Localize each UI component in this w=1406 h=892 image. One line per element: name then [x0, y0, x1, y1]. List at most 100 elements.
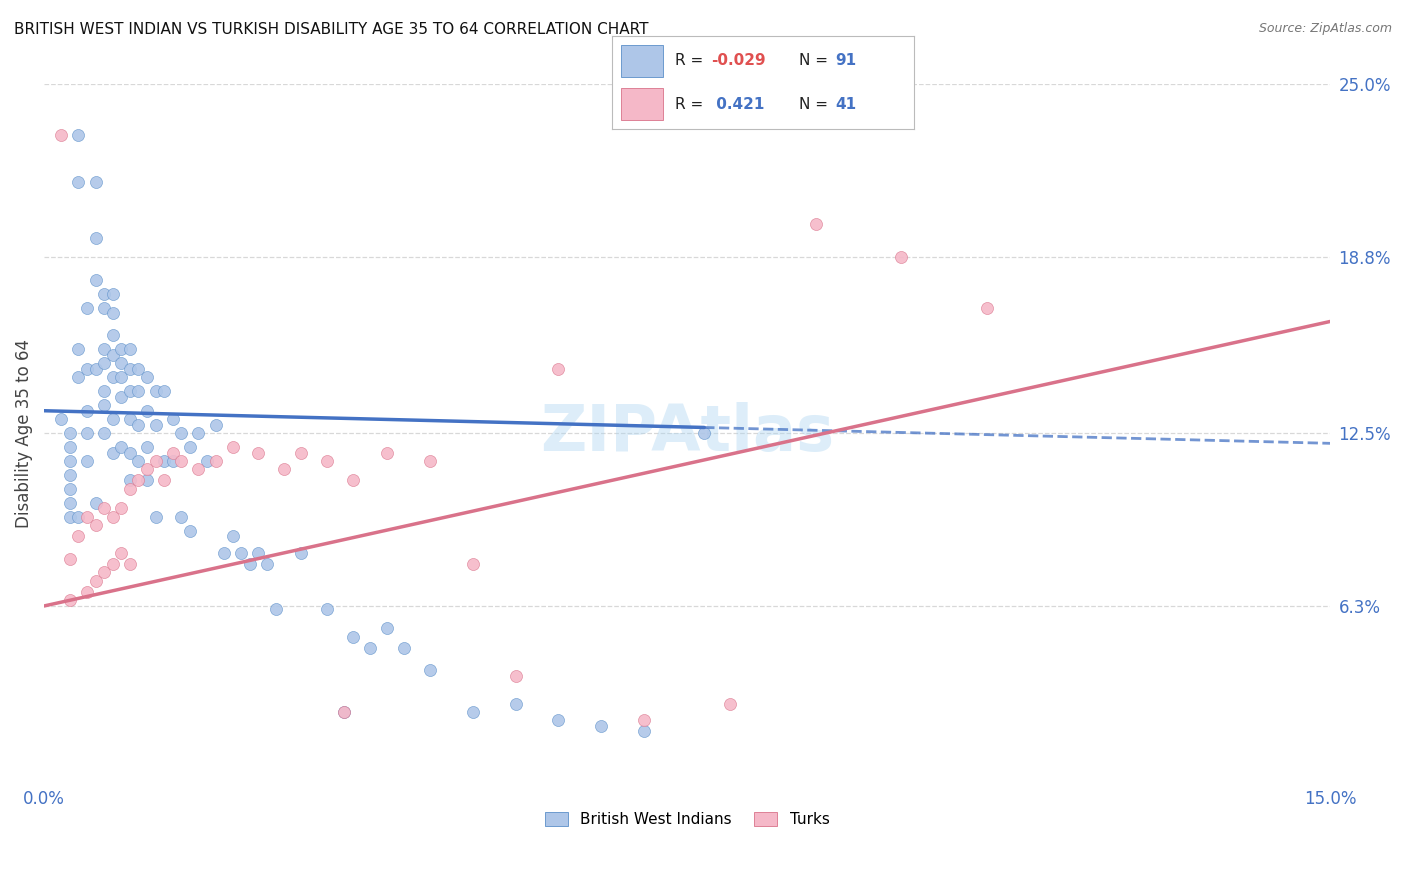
Point	[93, 398, 115, 412]
Point	[145, 384, 167, 399]
Point	[162, 412, 184, 426]
Point	[59, 593, 82, 607]
Point	[591, 719, 613, 733]
Point	[222, 529, 245, 543]
Point	[59, 467, 82, 482]
Point	[976, 301, 998, 315]
Point	[110, 343, 132, 357]
Point	[342, 474, 364, 488]
Point	[67, 175, 90, 189]
Point	[93, 566, 115, 580]
Point	[93, 301, 115, 315]
Point	[101, 412, 124, 426]
Point	[118, 362, 141, 376]
Point	[118, 445, 141, 459]
Point	[101, 370, 124, 384]
Point	[118, 482, 141, 496]
Bar	[620, 88, 664, 120]
Point	[804, 217, 827, 231]
Point	[136, 403, 159, 417]
Point	[110, 390, 132, 404]
Point	[127, 474, 149, 488]
Point	[110, 356, 132, 370]
Point	[239, 557, 262, 571]
Text: 41: 41	[835, 96, 856, 112]
Point	[153, 474, 176, 488]
Point	[101, 509, 124, 524]
Point	[67, 370, 90, 384]
Point	[170, 454, 193, 468]
Point	[59, 551, 82, 566]
Point	[59, 454, 82, 468]
Text: 91: 91	[835, 54, 856, 69]
Point	[170, 425, 193, 440]
Point	[118, 412, 141, 426]
Point	[93, 343, 115, 357]
Point	[136, 474, 159, 488]
Point	[153, 384, 176, 399]
Point	[342, 630, 364, 644]
Point	[101, 557, 124, 571]
Point	[93, 356, 115, 370]
Point	[84, 496, 107, 510]
Point	[505, 668, 527, 682]
Point	[187, 425, 209, 440]
Point	[633, 714, 655, 728]
Point	[136, 370, 159, 384]
Point	[93, 384, 115, 399]
Point	[547, 714, 569, 728]
Text: 0.421: 0.421	[711, 96, 765, 112]
Point	[392, 640, 415, 655]
Point	[375, 621, 398, 635]
Point	[547, 362, 569, 376]
Point	[76, 509, 98, 524]
Point	[170, 509, 193, 524]
Y-axis label: Disability Age 35 to 64: Disability Age 35 to 64	[15, 339, 32, 527]
Point	[153, 454, 176, 468]
Point	[179, 524, 201, 538]
Point	[76, 454, 98, 468]
Point	[375, 445, 398, 459]
Point	[118, 343, 141, 357]
Point	[67, 343, 90, 357]
Point	[256, 557, 278, 571]
Point	[76, 585, 98, 599]
Point	[84, 231, 107, 245]
Point	[718, 697, 741, 711]
Point	[118, 384, 141, 399]
Point	[84, 518, 107, 533]
Point	[693, 425, 716, 440]
Point	[461, 705, 484, 719]
Point	[222, 440, 245, 454]
Text: N =: N =	[799, 54, 832, 69]
Point	[419, 663, 441, 677]
Point	[162, 445, 184, 459]
Point	[84, 362, 107, 376]
Point	[76, 301, 98, 315]
Point	[179, 440, 201, 454]
Point	[110, 440, 132, 454]
Point	[419, 454, 441, 468]
Point	[890, 251, 912, 265]
Point	[461, 557, 484, 571]
Point	[127, 417, 149, 432]
Point	[247, 546, 270, 560]
Point	[84, 574, 107, 588]
Point	[162, 454, 184, 468]
Point	[145, 417, 167, 432]
Point	[59, 440, 82, 454]
Point	[127, 384, 149, 399]
Point	[84, 175, 107, 189]
Point	[127, 362, 149, 376]
Point	[110, 546, 132, 560]
Point	[118, 557, 141, 571]
Point	[67, 128, 90, 142]
Point	[359, 640, 381, 655]
Point	[101, 348, 124, 362]
Point	[76, 362, 98, 376]
Point	[204, 454, 226, 468]
Point	[333, 705, 356, 719]
Point	[101, 306, 124, 320]
Point	[67, 509, 90, 524]
Text: R =: R =	[675, 54, 709, 69]
